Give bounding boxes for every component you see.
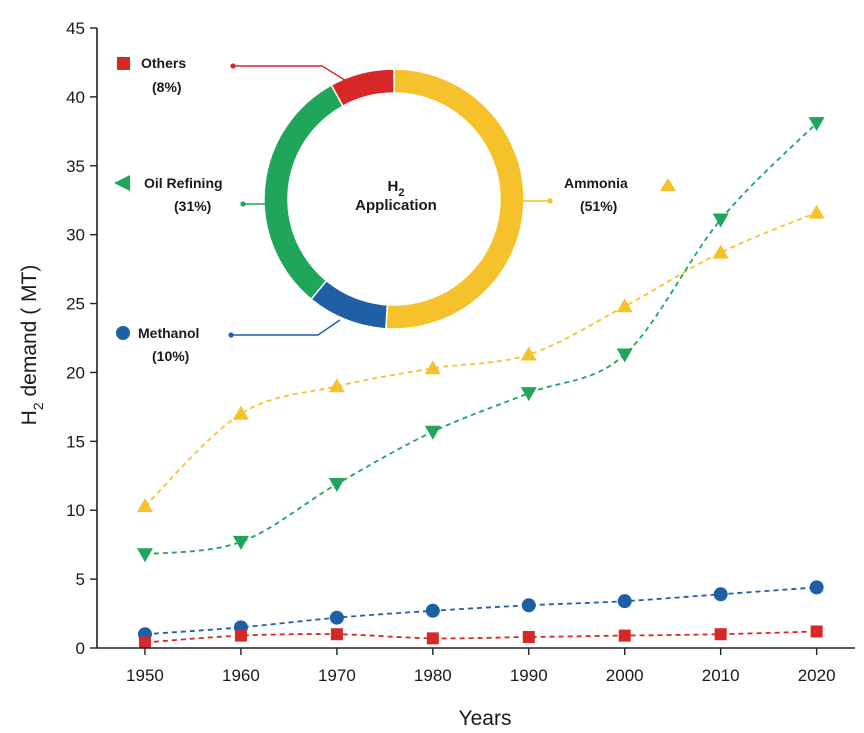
legend-pct-ammonia: (51%) — [580, 198, 617, 214]
y-tick-label: 25 — [66, 295, 85, 314]
data-point-ammonia — [328, 378, 345, 393]
legend-label-ammonia: Ammonia — [564, 175, 628, 191]
y-tick-label: 15 — [66, 432, 85, 451]
x-tick-label: 2020 — [798, 666, 836, 685]
donut-slice-oil-refining — [263, 84, 344, 301]
data-point-ammonia — [616, 298, 633, 313]
y-tick-label: 10 — [66, 501, 85, 520]
data-point-methanol — [329, 610, 344, 625]
y-tick-label: 40 — [66, 88, 85, 107]
data-point-others — [330, 628, 343, 641]
data-point-oil — [520, 387, 537, 402]
y-tick-label: 45 — [66, 19, 85, 38]
data-point-ammonia — [232, 405, 249, 420]
y-tick-label: 35 — [66, 157, 85, 176]
y-ticks: 0 5 10 15 20 25 30 35 40 45 — [66, 19, 97, 658]
y-axis-title-rest: demand ( MT) — [18, 265, 41, 403]
donut-title-sub: 2 — [398, 187, 404, 199]
legend-label-others: Others — [141, 55, 186, 71]
data-point-oil — [616, 348, 633, 363]
data-point-ammonia — [136, 498, 153, 513]
legend-pct-methanol: (10%) — [152, 348, 189, 364]
data-point-others — [138, 636, 151, 649]
donut-center-subtitle: Application — [355, 197, 437, 214]
donut-slice-methanol — [310, 279, 389, 330]
y-tick-label: 5 — [76, 570, 85, 589]
series-line-methanol — [144, 586, 817, 636]
data-point-oil — [424, 425, 441, 440]
data-point-ammonia — [712, 244, 729, 259]
data-point-ammonia — [808, 204, 825, 219]
x-tick-label: 2010 — [702, 666, 740, 685]
legend-marker-methanol — [116, 326, 130, 340]
data-point-others — [426, 632, 439, 645]
data-point-oil — [712, 213, 729, 228]
data-point-methanol — [425, 603, 440, 618]
data-point-methanol — [713, 587, 728, 602]
x-tick-label: 1960 — [222, 666, 260, 685]
legend-marker-oil — [114, 175, 130, 191]
leader-dot-oil — [240, 201, 246, 207]
data-point-others — [618, 629, 631, 642]
data-point-ammonia — [424, 360, 441, 375]
y-tick-label: 30 — [66, 226, 85, 245]
donut-chart — [263, 68, 525, 330]
leader-line-methanol — [231, 319, 341, 336]
y-axis-title-sub: 2 — [30, 402, 46, 410]
data-point-methanol — [521, 598, 536, 613]
donut-title-h: H — [388, 178, 399, 195]
y-axis-title-h: H — [18, 410, 41, 425]
series-line-ammonia — [144, 211, 817, 507]
data-point-others — [714, 628, 727, 641]
data-point-oil — [328, 478, 345, 493]
data-point-oil — [136, 548, 153, 563]
legend-label-oil: Oil Refining — [144, 175, 223, 191]
data-point-methanol — [809, 580, 824, 595]
series-lines — [144, 122, 818, 644]
legend-marker-others — [117, 57, 130, 70]
data-point-oil — [808, 117, 825, 132]
x-tick-label: 2000 — [606, 666, 644, 685]
series-line-oil — [144, 122, 818, 556]
data-point-methanol — [617, 594, 632, 609]
x-tick-label: 1970 — [318, 666, 356, 685]
series-markers — [136, 117, 825, 649]
y-tick-label: 20 — [66, 363, 85, 382]
x-axis-title: Years — [459, 707, 512, 730]
data-point-ammonia — [520, 346, 537, 361]
data-point-others — [522, 630, 535, 643]
leader-dot-others — [230, 63, 236, 69]
legend-pct-oil: (31%) — [174, 198, 211, 214]
x-tick-label: 1980 — [414, 666, 452, 685]
y-tick-label: 0 — [76, 639, 85, 658]
donut-center-title: H2 — [388, 178, 405, 199]
data-point-oil — [232, 535, 249, 550]
data-point-others — [810, 625, 823, 638]
leader-line-others — [233, 65, 349, 83]
series-line-others — [144, 630, 817, 644]
leader-dot-methanol — [228, 332, 234, 338]
data-point-others — [234, 629, 247, 642]
x-tick-label: 1950 — [126, 666, 164, 685]
legend-pct-others: (8%) — [152, 79, 182, 95]
x-tick-label: 1990 — [510, 666, 548, 685]
x-ticks: 1950 1960 1970 1980 1990 2000 2010 2020 — [126, 648, 836, 685]
y-axis-title: H2 demand ( MT) — [18, 265, 46, 426]
leader-dot-ammonia — [547, 198, 553, 204]
legend-label-methanol: Methanol — [138, 325, 199, 341]
donut-slice-others — [330, 68, 395, 108]
legend-marker-ammonia — [660, 178, 676, 191]
